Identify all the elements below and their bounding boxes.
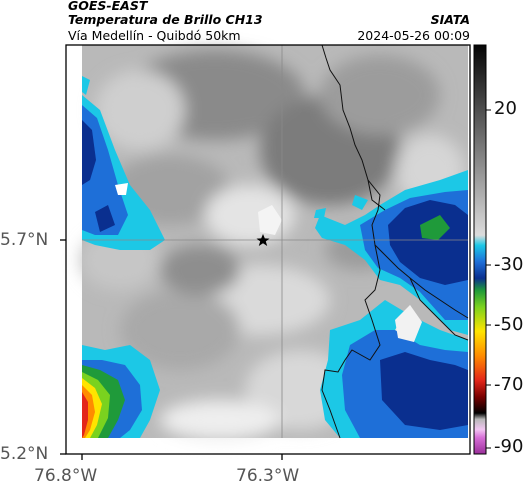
y-tick-5.2N: 5.2°N [0,444,49,464]
colorbar-label-20: 20 [494,98,517,119]
warm-patches [115,183,422,342]
axis-ticks [60,239,283,460]
colorbar-label-minus30: -30 [494,254,524,275]
coastline-lines [321,44,469,439]
cold-cloud-southwest [82,345,160,438]
satellite-title: GOES-EAST [68,0,148,13]
product-title: Temperatura de Brillo CH13 [68,12,263,27]
colorbar-label-minus50: -50 [494,314,524,335]
cold-cloud-southeast [320,300,468,438]
org-label: SIATA [430,12,470,27]
map-frame [65,44,471,455]
colorbar [473,44,487,455]
colorbar-label-minus90: -90 [494,436,524,457]
x-tick-76.3W: 76.3°W [236,466,300,486]
star-icon [256,234,270,246]
datetime-label: 2024-05-26 00:09 [357,28,470,43]
x-tick-76.8W: 76.8°W [34,466,98,486]
route-subtitle: Vía Medellín - Quibdó 50km [68,28,241,43]
cold-cloud-left [82,76,165,250]
colorbar-label-minus70: -70 [494,374,524,395]
colorbar-ticks [486,109,491,449]
y-tick-5.7N: 5.7°N [0,230,49,250]
